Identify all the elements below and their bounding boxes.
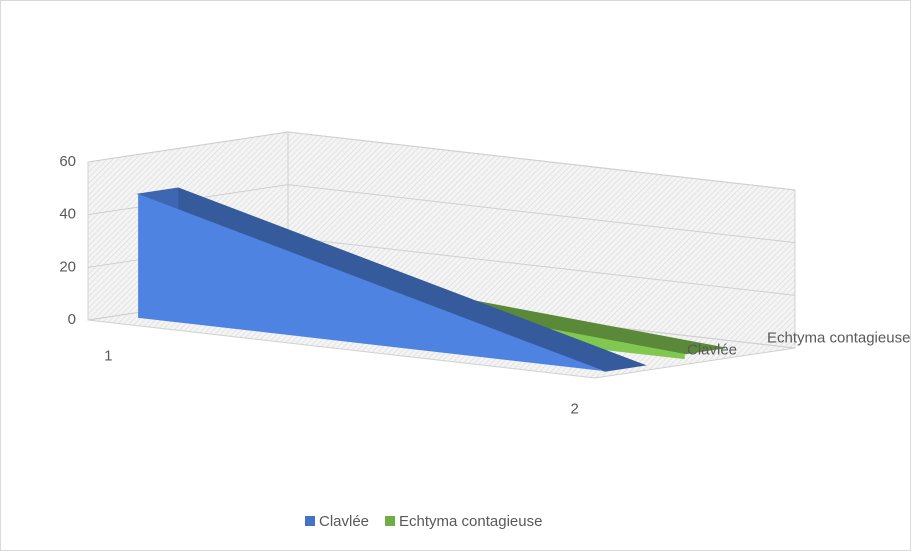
y-tick-label: 0	[68, 311, 76, 328]
area-front	[138, 194, 605, 372]
legend-label: Echtyma contagieuse	[399, 513, 542, 530]
grid-line	[87, 131, 796, 191]
depth-label: Echtyma contagieuse	[767, 329, 910, 346]
depth-label: Clavlée	[687, 341, 737, 358]
legend-swatch	[305, 516, 315, 526]
y-tick-label: 40	[59, 206, 76, 223]
x-tick-label: 2	[571, 401, 579, 418]
legend-swatch	[385, 516, 396, 526]
x-tick-label: 1	[104, 347, 112, 364]
legend-label: Clavlée	[319, 513, 369, 530]
y-tick-label: 20	[59, 258, 76, 275]
y-tick-label: 60	[59, 153, 76, 170]
